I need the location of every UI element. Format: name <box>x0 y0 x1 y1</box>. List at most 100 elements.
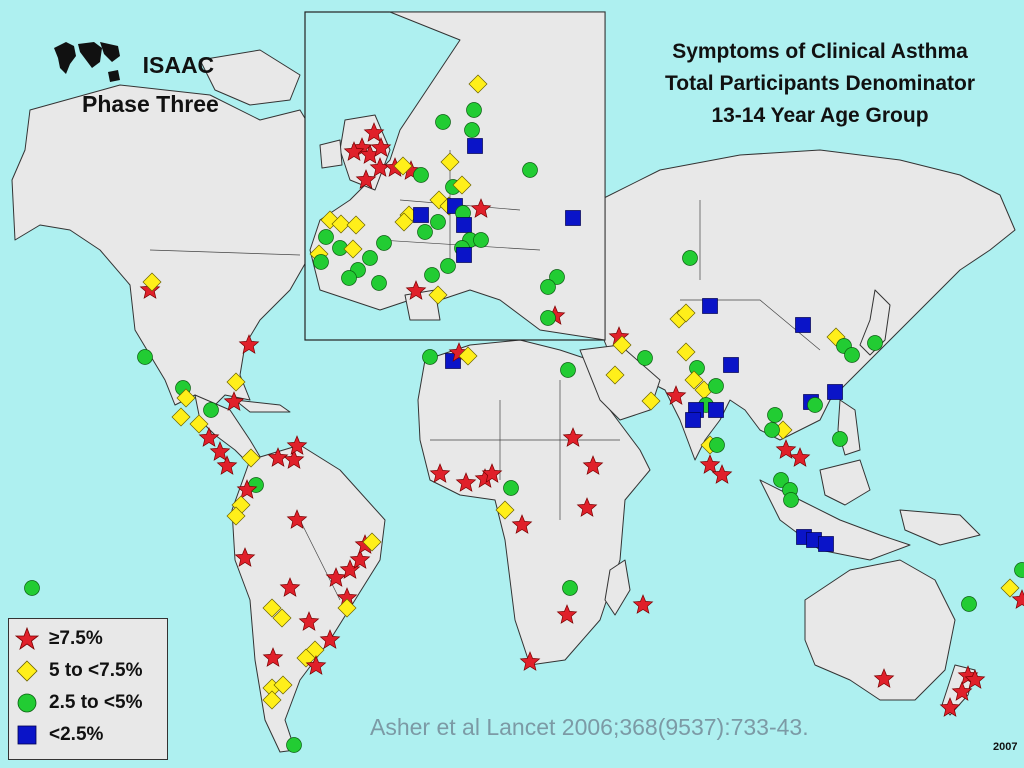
marker-square <box>818 536 834 552</box>
marker-star <box>455 472 477 492</box>
marker-diamond <box>393 156 413 176</box>
marker-circle <box>783 492 799 508</box>
marker-star <box>343 141 365 161</box>
marker-diamond <box>362 532 382 552</box>
title-line-2: Total Participants Denominator <box>665 72 975 95</box>
marker-circle <box>767 407 783 423</box>
marker-diamond <box>495 500 515 520</box>
marker-diamond <box>676 303 696 323</box>
marker-star <box>429 463 451 483</box>
australia <box>804 559 956 701</box>
legend-label: <2.5% <box>49 724 104 745</box>
madagascar <box>604 559 631 616</box>
marker-diamond <box>171 407 191 427</box>
year-label: 2007 <box>993 741 1018 753</box>
marker-diamond <box>612 335 632 355</box>
marker-diamond <box>641 391 661 411</box>
marker-diamond <box>273 675 293 695</box>
marker-star <box>582 455 604 475</box>
marker-circle <box>473 232 489 248</box>
marker-circle <box>430 214 446 230</box>
marker-star <box>511 514 533 534</box>
marker-square <box>708 402 724 418</box>
marker-circle <box>503 480 519 496</box>
marker-star <box>198 427 220 447</box>
marker-star <box>873 668 895 688</box>
marker-star <box>964 669 986 689</box>
marker-star <box>1011 589 1024 609</box>
marker-star <box>279 577 301 597</box>
marker-circle <box>286 737 302 753</box>
yellow-diamond-icon <box>16 660 38 682</box>
marker-star <box>355 169 377 189</box>
marker-circle <box>440 258 456 274</box>
marker-star <box>216 455 238 475</box>
marker-circle <box>413 167 429 183</box>
marker-circle <box>522 162 538 178</box>
marker-circle <box>362 250 378 266</box>
legend-label: ≥7.5% <box>49 628 103 649</box>
marker-diamond <box>262 690 282 710</box>
marker-diamond <box>337 598 357 618</box>
marker-square <box>723 357 739 373</box>
citation: Asher et al Lancet 2006;368(9537):733-43… <box>370 714 809 740</box>
marker-star <box>223 391 245 411</box>
marker-circle <box>961 596 977 612</box>
marker-star <box>481 463 503 483</box>
marker-star <box>519 651 541 671</box>
marker-diamond <box>331 214 351 234</box>
legend: ≥7.5% 5 to <7.5% 2.5 to <5% <2.5% <box>8 618 168 760</box>
marker-star <box>632 594 654 614</box>
marker-circle <box>137 349 153 365</box>
marker-circle <box>424 267 440 283</box>
marker-circle <box>709 437 725 453</box>
map-title: Symptoms of Clinical Asthma Total Partic… <box>620 36 1020 132</box>
borneo <box>819 459 871 506</box>
marker-star <box>405 280 427 300</box>
marker-diamond <box>605 365 625 385</box>
marker-circle <box>540 279 556 295</box>
brand: ISAAC Phase Three <box>82 52 219 118</box>
marker-star <box>363 122 385 142</box>
marker-circle <box>341 270 357 286</box>
caribbean <box>234 399 291 413</box>
marker-star <box>951 681 973 701</box>
marker-circle <box>560 362 576 378</box>
marker-diamond <box>428 285 448 305</box>
japan <box>859 289 891 356</box>
marker-diamond <box>226 506 246 526</box>
marker-diamond <box>468 74 488 94</box>
marker-circle <box>844 347 860 363</box>
marker-star <box>319 629 341 649</box>
new-guinea <box>899 509 981 546</box>
marker-circle <box>637 350 653 366</box>
survey-centre-markers <box>24 74 1024 753</box>
marker-diamond <box>458 346 478 366</box>
marker-diamond <box>176 388 196 408</box>
marker-star <box>789 447 811 467</box>
marker-circle <box>24 580 40 596</box>
marker-star <box>576 497 598 517</box>
globe-logo-icon <box>54 42 120 82</box>
marker-circle <box>435 114 451 130</box>
marker-circle <box>313 254 329 270</box>
marker-circle <box>682 250 698 266</box>
marker-star <box>370 137 392 157</box>
marker-diamond <box>262 598 282 618</box>
marker-star <box>286 435 308 455</box>
title-line-3: 13-14 Year Age Group <box>711 104 929 127</box>
marker-diamond <box>272 608 292 628</box>
marker-diamond <box>241 448 261 468</box>
marker-square <box>413 207 429 223</box>
marker-square <box>827 384 843 400</box>
marker-circle <box>466 102 482 118</box>
marker-diamond <box>343 239 363 259</box>
marker-star <box>556 604 578 624</box>
marker-star <box>699 454 721 474</box>
marker-star <box>775 439 797 459</box>
marker-circle <box>708 378 724 394</box>
marker-circle <box>422 349 438 365</box>
marker-square <box>565 210 581 226</box>
marker-square <box>702 298 718 314</box>
